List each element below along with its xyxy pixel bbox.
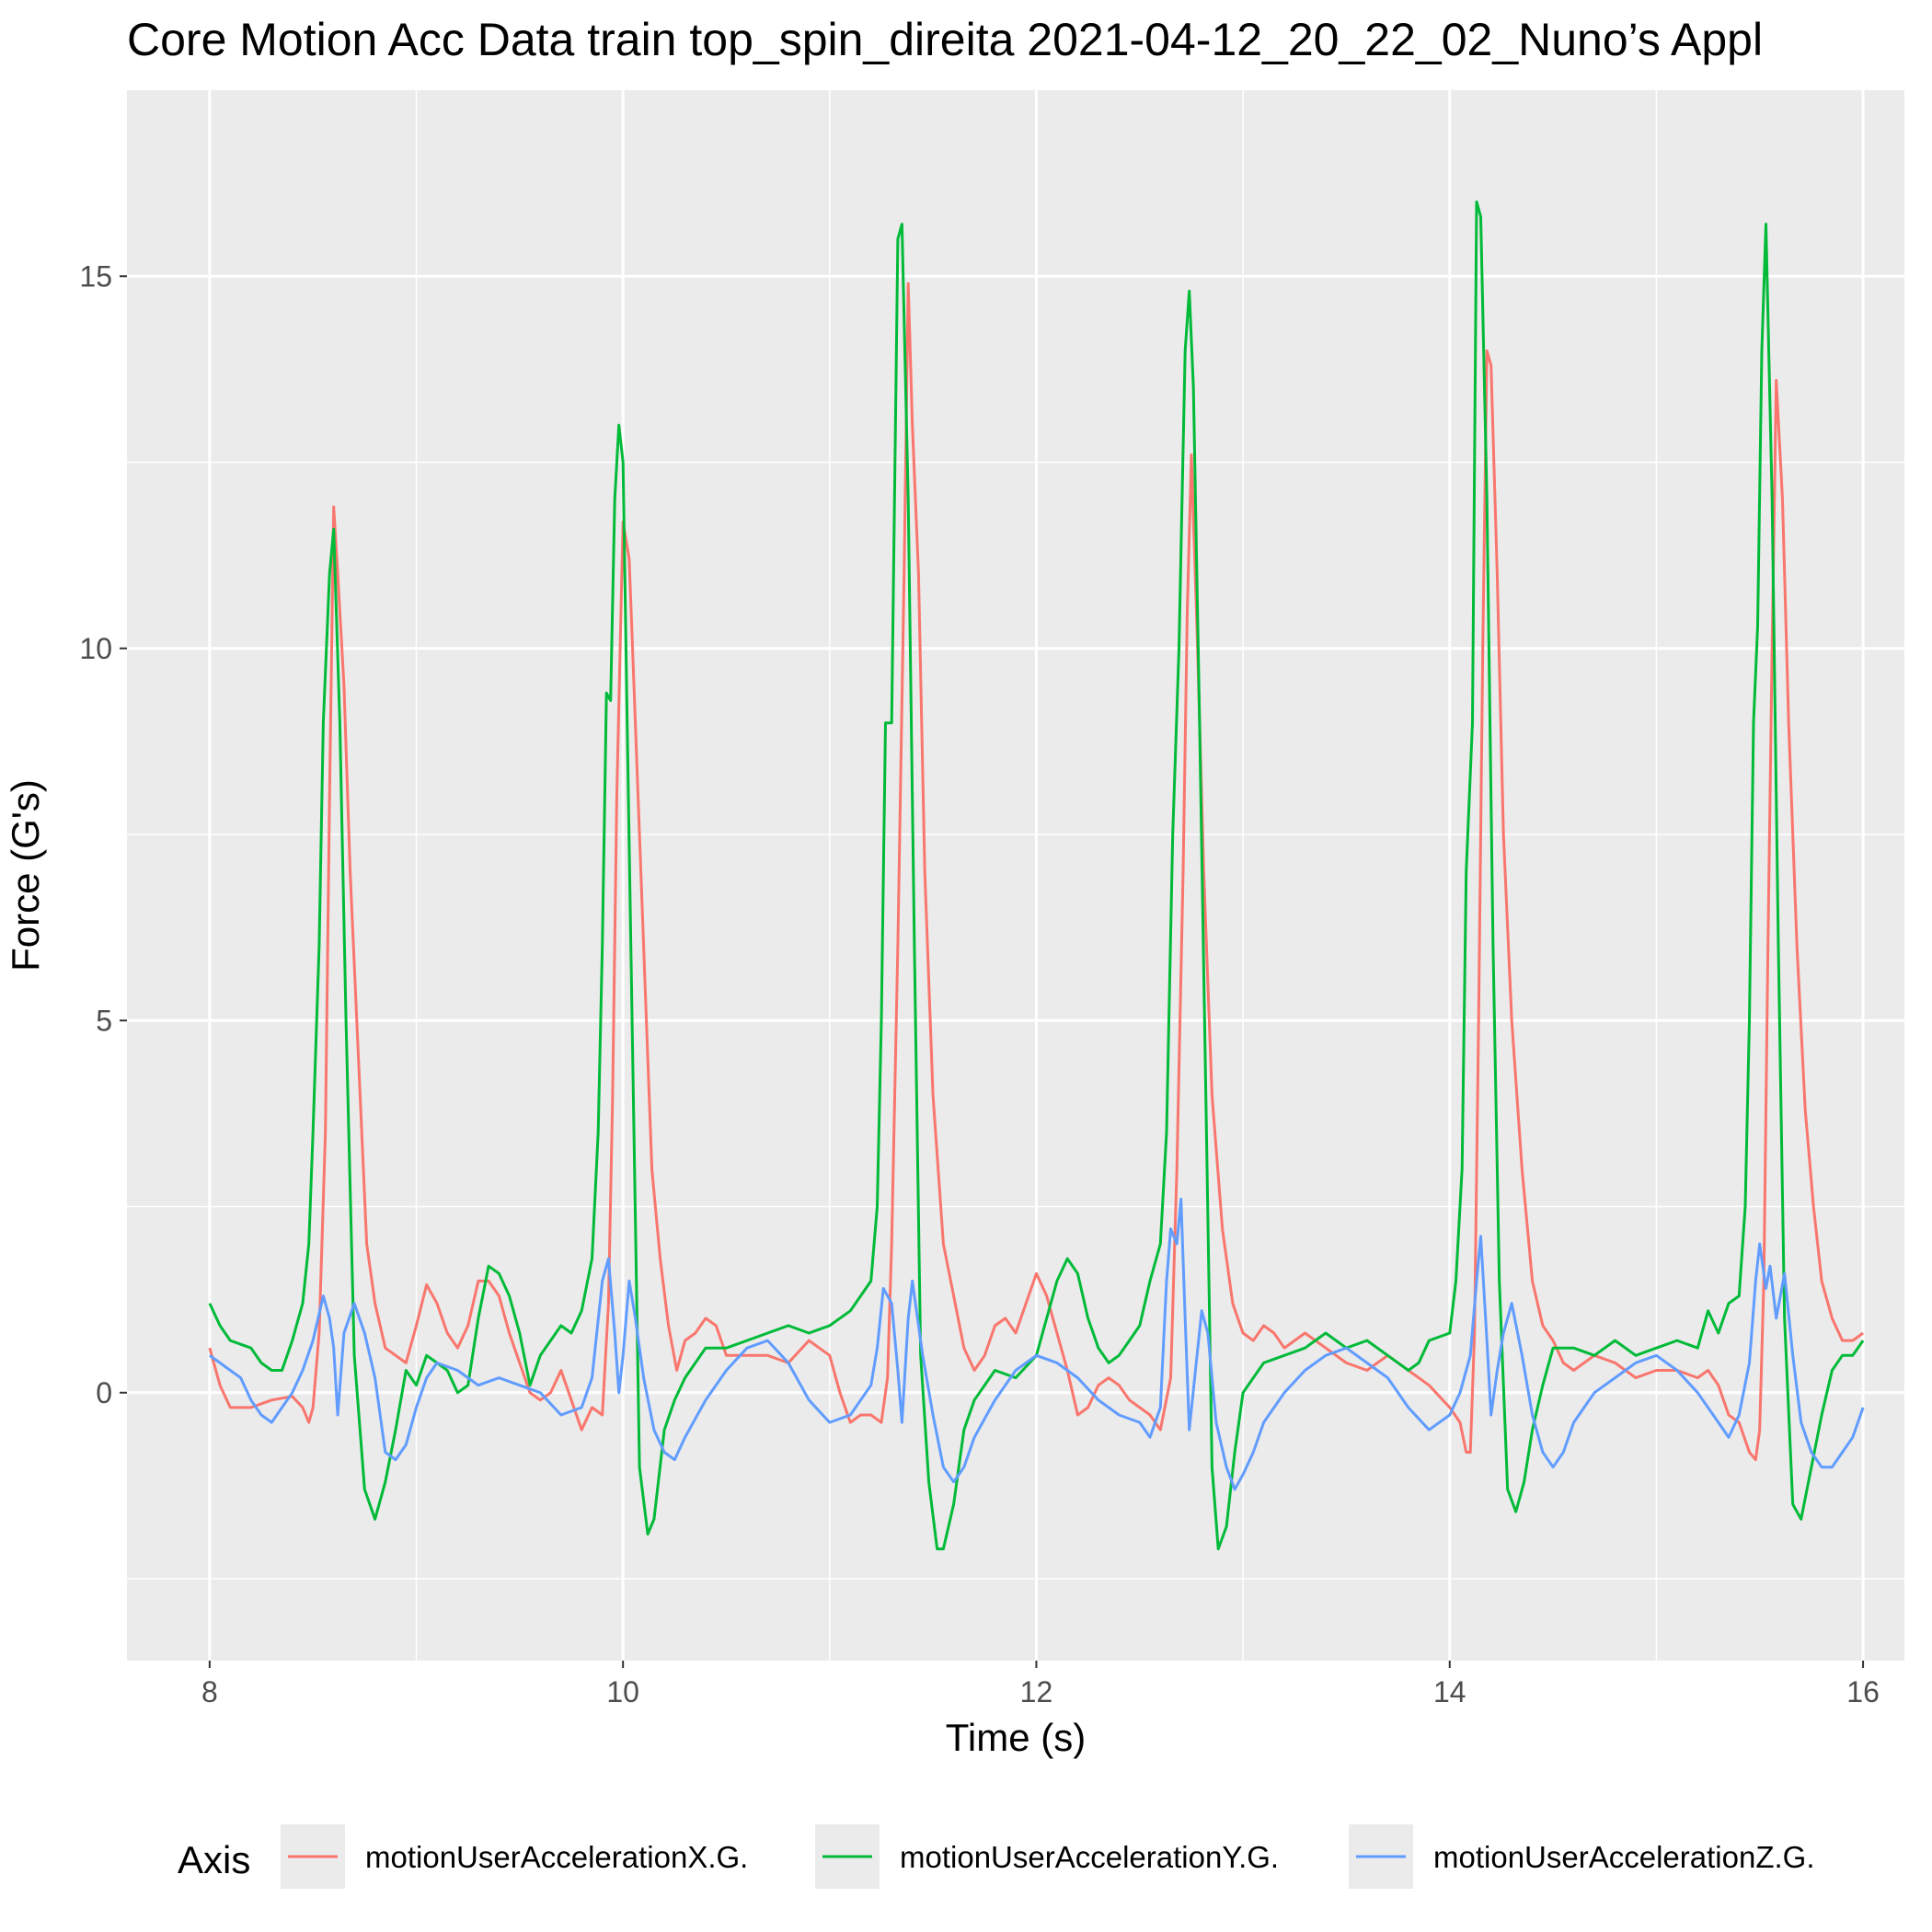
- x-tick-label: 10: [606, 1675, 639, 1708]
- x-axis: 8 10 12 14 16: [201, 1661, 1880, 1708]
- y-tick-label: 5: [96, 1004, 112, 1037]
- y-tick-label: 15: [79, 259, 112, 293]
- y-axis: 0 5 10 15: [79, 259, 127, 1409]
- series-lines: [208, 200, 1865, 1551]
- x-tick-label: 14: [1433, 1675, 1466, 1708]
- series-line-3: [209, 1197, 1865, 1491]
- x-tick-label: 12: [1020, 1675, 1053, 1708]
- minor-gridlines: [127, 90, 1904, 1661]
- legend: Axis motionUserAccelerationX.G. motionUse…: [178, 1824, 1814, 1889]
- chart-title: Core Motion Acc Data train top_spin_dire…: [127, 14, 1763, 65]
- x-tick-label: 8: [201, 1675, 218, 1708]
- legend-label: motionUserAccelerationY.G.: [900, 1840, 1279, 1874]
- legend-label: motionUserAccelerationZ.G.: [1433, 1840, 1814, 1874]
- major-gridlines: [127, 90, 1904, 1661]
- series-line-1: [208, 282, 1864, 1462]
- x-axis-title: Time (s): [946, 1716, 1086, 1759]
- legend-title: Axis: [178, 1838, 250, 1881]
- series-line-2: [208, 200, 1865, 1551]
- y-tick-label: 10: [79, 632, 112, 665]
- legend-label: motionUserAccelerationX.G.: [365, 1840, 748, 1874]
- x-tick-label: 16: [1846, 1675, 1880, 1708]
- y-axis-title: Force (G's): [4, 779, 47, 972]
- plot-panel: [127, 90, 1904, 1661]
- y-tick-label: 0: [96, 1376, 112, 1409]
